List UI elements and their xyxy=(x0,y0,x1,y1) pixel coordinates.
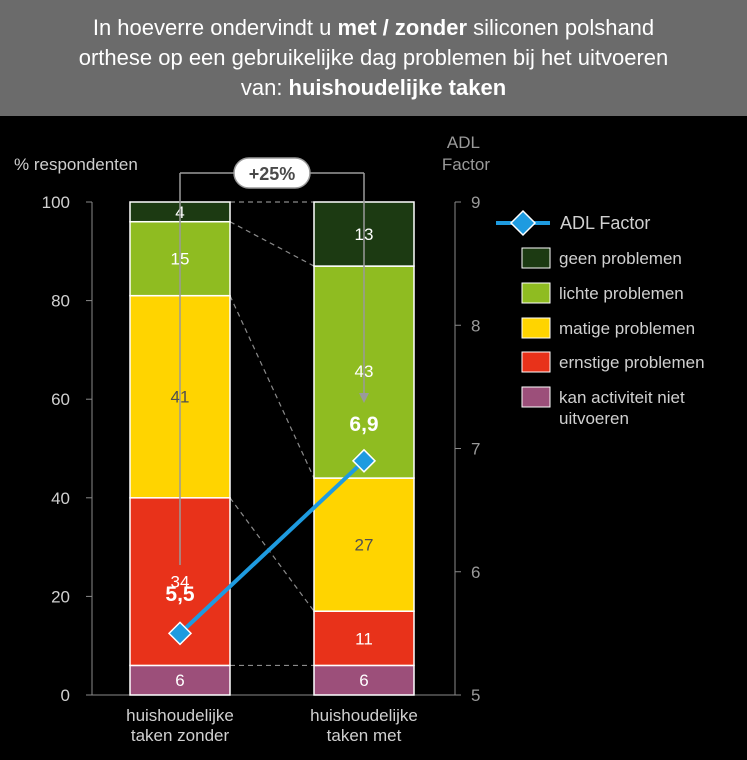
change-badge xyxy=(233,157,311,189)
y-tick-label: 0 xyxy=(61,686,70,705)
adl-value-label: 6,9 xyxy=(349,413,378,436)
bar-value-label: 34 xyxy=(171,573,190,592)
x-tick-label: taken zonder xyxy=(131,726,230,745)
connector-line xyxy=(229,221,315,267)
title-line-2: orthese op een gebruikelijke dag problem… xyxy=(78,45,669,70)
legend-label: geen problemen xyxy=(559,249,682,268)
bar-value-label: 6 xyxy=(359,671,368,690)
y2-tick-label: 9 xyxy=(471,193,480,212)
x-tick-label: huishoudelijke xyxy=(310,706,418,725)
adl-point xyxy=(351,448,377,473)
legend-label: lichte problemen xyxy=(559,284,684,303)
adl-line xyxy=(178,459,366,635)
connector-line xyxy=(229,295,315,479)
bar-value-label: 27 xyxy=(355,536,374,555)
y2-tick-label: 5 xyxy=(471,686,480,705)
y-tick-label: 40 xyxy=(51,489,70,508)
legend-swatch xyxy=(521,247,551,269)
legend-diamond-marker xyxy=(509,209,537,237)
adl-value-label: 5,5 xyxy=(165,583,195,606)
connector-line xyxy=(229,497,315,612)
chart-title: In hoeverre ondervindt u met / zonder si… xyxy=(0,0,747,116)
y-tick-label: 20 xyxy=(51,587,70,606)
y-axis-label: % respondenten xyxy=(14,155,138,174)
legend-swatch xyxy=(521,351,551,373)
bar-value-label: 6 xyxy=(175,671,184,690)
bar-value-label: 11 xyxy=(355,629,373,648)
x-tick-label: taken met xyxy=(327,726,402,745)
bar-segment xyxy=(313,610,415,667)
x-tick-label: huishoudelijke xyxy=(126,706,234,725)
legend-swatch xyxy=(521,317,551,339)
y-tick-label: 80 xyxy=(51,292,70,311)
change-badge-label: +25% xyxy=(249,164,296,184)
y2-axis-label-line2: Factor xyxy=(442,155,491,174)
y2-tick-label: 8 xyxy=(471,316,480,335)
legend-swatch xyxy=(521,282,551,304)
y2-tick-label: 6 xyxy=(471,563,480,582)
bar-segment xyxy=(313,477,415,612)
legend-label: ernstige problemen xyxy=(559,353,705,372)
legend-label: ADL Factor xyxy=(560,213,650,233)
legend-label: uitvoeren xyxy=(559,409,629,428)
title-line-3: van: huishoudelijke taken xyxy=(240,75,507,100)
legend-swatch xyxy=(521,386,551,408)
y2-axis-label-line1: ADL xyxy=(447,133,480,152)
title-line-1: In hoeverre ondervindt u met / zonder si… xyxy=(92,15,655,40)
bar-segment xyxy=(313,664,415,696)
legend-label: matige problemen xyxy=(559,319,695,338)
y-tick-label: 100 xyxy=(42,193,70,212)
bar-segment xyxy=(129,664,231,696)
y2-tick-label: 7 xyxy=(471,440,480,459)
y-tick-label: 60 xyxy=(51,390,70,409)
adl-point xyxy=(167,621,193,646)
legend-label: kan activiteit niet xyxy=(559,388,685,407)
